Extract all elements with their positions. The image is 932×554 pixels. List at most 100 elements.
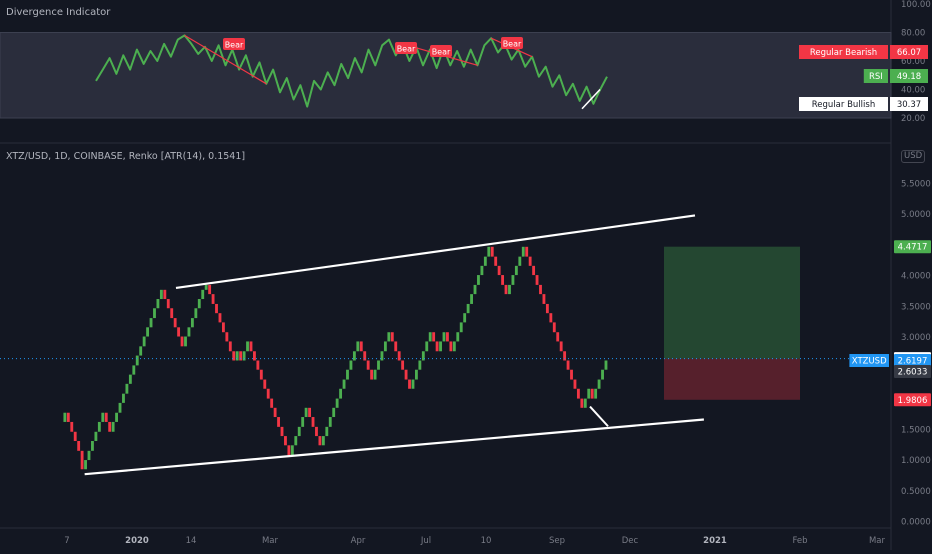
rsi-y-tick-label: 60.00	[901, 57, 925, 67]
renko-brick	[180, 336, 184, 347]
renko-brick	[570, 369, 573, 380]
renko-brick	[463, 313, 467, 323]
renko-brick	[146, 327, 150, 337]
price-y-tick-label: 3.0000	[901, 333, 931, 343]
renko-brick	[373, 369, 377, 380]
renko-brick	[135, 355, 139, 366]
renko-brick	[525, 246, 529, 257]
renko-brick	[111, 421, 115, 432]
rsi-badge-value-bg	[890, 45, 928, 59]
renko-brick	[421, 351, 425, 361]
renko-brick	[187, 327, 191, 337]
renko-brick	[280, 426, 284, 437]
renko-brick	[239, 351, 243, 361]
renko-brick	[253, 351, 256, 361]
renko-brick	[87, 450, 91, 461]
renko-brick	[263, 379, 267, 389]
bear-label: Bear	[223, 38, 245, 50]
price-badge: 2.6033	[894, 365, 931, 379]
rsi-badge-value: 30.37	[897, 100, 921, 110]
renko-brick	[346, 369, 349, 380]
position-loss-zone	[664, 358, 800, 400]
renko-brick	[284, 436, 287, 446]
renko-brick	[170, 308, 174, 319]
renko-brick	[259, 369, 263, 380]
renko-brick	[480, 265, 484, 276]
rsi-badge-name-bg	[799, 97, 888, 111]
renko-brick	[94, 431, 98, 441]
renko-brick	[149, 318, 153, 328]
renko-brick	[232, 351, 236, 361]
renko-brick	[383, 341, 387, 352]
bear-label-bg	[501, 37, 523, 49]
renko-brick	[539, 284, 542, 295]
renko-brick	[132, 365, 136, 375]
rsi-y-tick-label: 100.00	[901, 0, 931, 10]
renko-brick	[321, 436, 325, 446]
renko-brick	[301, 417, 305, 427]
renko-brick	[428, 332, 432, 342]
renko-brick	[563, 351, 567, 361]
price-badge-value: 2.6197	[898, 357, 928, 367]
price-y-tick-label: 1.5000	[901, 425, 931, 435]
renko-brick	[356, 341, 360, 352]
time-axis-label: 10	[481, 536, 492, 546]
renko-brick	[370, 369, 374, 380]
renko-brick	[377, 360, 380, 370]
renko-brick	[556, 332, 560, 342]
renko-brick	[194, 308, 198, 319]
rsi-badge-name-bg	[799, 45, 888, 59]
time-axis-label: 2021	[703, 536, 727, 546]
renko-brick	[518, 256, 522, 266]
renko-brick	[266, 388, 270, 399]
bear-label-bg	[395, 42, 417, 54]
price-y-tick-label: 4.0000	[901, 272, 931, 282]
renko-brick	[287, 445, 291, 456]
renko-brick	[221, 322, 225, 333]
renko-brick	[497, 265, 501, 276]
rsi-badge: RSI 49.18	[863, 69, 928, 83]
renko-brick	[294, 436, 298, 446]
rsi-badge: Regular Bullish 30.37	[799, 97, 928, 111]
renko-brick	[435, 341, 439, 352]
price-badge-bg	[894, 354, 931, 368]
renko-brick	[122, 393, 125, 403]
renko-brick	[197, 299, 201, 309]
currency-badge[interactable]: USD	[901, 150, 926, 163]
rsi-badge-name: Regular Bullish	[812, 100, 875, 110]
renko-brick	[342, 379, 346, 389]
renko-brick	[477, 275, 480, 285]
bear-label-text: Bear	[503, 40, 522, 49]
renko-brick	[363, 351, 367, 361]
rsi-badge-value-bg	[890, 97, 928, 111]
renko-brick	[246, 341, 249, 352]
renko-brick	[228, 341, 232, 352]
renko-brick	[459, 322, 463, 333]
renko-brick	[249, 341, 253, 352]
renko-brick	[125, 383, 129, 394]
price-badge-bg	[894, 365, 931, 379]
renko-brick	[535, 275, 539, 285]
renko-brick	[511, 275, 515, 285]
renko-brick	[352, 351, 356, 361]
renko-brick	[204, 284, 208, 290]
bear-label-text: Bear	[432, 48, 451, 57]
renko-brick	[483, 256, 487, 266]
renko-brick	[359, 341, 363, 352]
renko-brick	[315, 426, 318, 437]
rsi-badge-value-bg	[890, 69, 928, 83]
renko-brick	[101, 412, 105, 422]
bear-label: Bear	[430, 45, 452, 57]
renko-brick	[504, 284, 508, 295]
renko-brick	[545, 303, 549, 314]
renko-brick	[104, 412, 108, 422]
time-axis-label: Dec	[622, 536, 639, 546]
price-y-tick-label: 3.5000	[901, 302, 931, 312]
bear-label: Bear	[395, 42, 417, 54]
renko-brick	[521, 246, 525, 257]
renko-brick	[163, 289, 167, 300]
renko-brick	[587, 388, 591, 399]
renko-brick	[184, 336, 187, 347]
